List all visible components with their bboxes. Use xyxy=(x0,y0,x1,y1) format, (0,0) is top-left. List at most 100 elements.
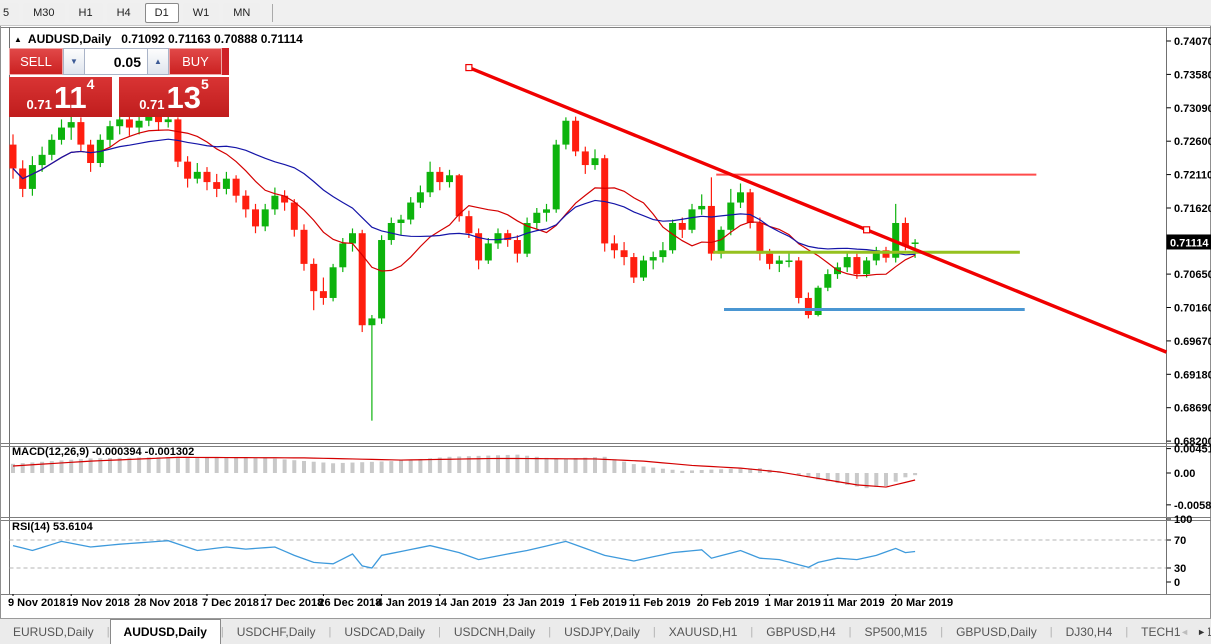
timeframe-button-d1[interactable]: D1 xyxy=(144,2,179,23)
candle-body xyxy=(572,120,580,152)
candle-body xyxy=(9,144,17,169)
volume-increase-button[interactable]: ▲ xyxy=(147,48,169,75)
tab-dj30-h4[interactable]: DJ30,H4 xyxy=(1065,624,1113,639)
candle-body xyxy=(213,182,221,189)
candle-body xyxy=(659,250,667,258)
candle-body xyxy=(707,205,715,254)
candle-body xyxy=(640,260,647,278)
sell-price-prefix: 0.71 xyxy=(26,96,52,112)
tab-scroll-left-icon[interactable]: ◄ xyxy=(1180,627,1190,637)
volume-input[interactable]: 0.05 xyxy=(85,48,147,75)
tab-gbpusd-h4[interactable]: GBPUSD,H4 xyxy=(766,624,836,639)
macd-tick-label: -0.005899 xyxy=(1174,500,1211,512)
candle-body xyxy=(203,171,211,183)
price-tick-label: 0.70650 xyxy=(1174,269,1211,281)
time-axis-label: 20 Feb 2019 xyxy=(696,597,760,609)
timeframe-button-h1[interactable]: H1 xyxy=(68,2,103,23)
one-click-trade-panel: SELL ▼ 0.05 ▲ BUY 0.71 11 4 0.71 13 5 xyxy=(9,48,229,117)
macd-signal-line xyxy=(12,456,916,488)
candle-body xyxy=(135,120,143,128)
candle-body xyxy=(261,209,269,227)
price-tick-label: 0.69670 xyxy=(1174,336,1211,348)
tab-usdchf-daily[interactable]: USDCHF,Daily xyxy=(236,624,316,639)
candle-body xyxy=(329,267,337,298)
volume-decrease-button[interactable]: ▼ xyxy=(63,48,85,75)
candle-body xyxy=(620,250,628,258)
tab-divider: | xyxy=(750,625,754,638)
candle-body xyxy=(436,171,444,183)
candle-body xyxy=(426,171,434,193)
tab-eurusd-daily[interactable]: EURUSD,Daily xyxy=(13,624,94,639)
tab-xauusd-h1[interactable]: XAUUSD,H1 xyxy=(668,624,738,639)
candle-body xyxy=(814,287,822,316)
time-axis-label: 23 Jan 2019 xyxy=(502,597,565,609)
candle-body xyxy=(649,257,657,261)
candle-body xyxy=(368,318,376,326)
tab-divider: | xyxy=(848,625,852,638)
buy-price-prefix: 0.71 xyxy=(139,96,165,112)
sell-button[interactable]: SELL xyxy=(9,48,63,75)
current-price-tag xyxy=(1166,234,1211,250)
candle-body xyxy=(591,158,599,166)
candle-body xyxy=(678,222,686,230)
buy-price[interactable]: 0.71 13 5 xyxy=(119,76,229,117)
collapse-icon[interactable]: ▲ xyxy=(14,35,22,44)
macd-tick-label: 0.00 xyxy=(1174,468,1195,480)
time-axis-label: 28 Nov 2018 xyxy=(134,597,198,609)
sell-price[interactable]: 0.71 11 4 xyxy=(9,76,112,117)
chart-ohlc-values: 0.71092 0.71163 0.70888 0.71114 xyxy=(121,32,303,46)
candle-body xyxy=(67,122,75,128)
chart-title-row: ▲ AUDUSD,Daily 0.71092 0.71163 0.70888 0.7… xyxy=(14,32,303,46)
timeframe-button-w1[interactable]: W1 xyxy=(182,2,220,23)
price-tick-label: 0.72110 xyxy=(1174,170,1211,182)
price-tick-label: 0.71620 xyxy=(1174,203,1211,215)
candle-body xyxy=(164,119,172,123)
candle-body xyxy=(387,222,395,241)
price-chart-canvas[interactable]: 0.74070 0.73580 0.73090 0.72600 0.72110 0.716… xyxy=(1,26,1211,596)
time-axis-label: 20 Mar 2019 xyxy=(890,597,954,609)
time-axis-label: 1 Mar 2019 xyxy=(764,597,821,609)
trendline-anchor-marker[interactable] xyxy=(465,63,473,72)
tab-divider: | xyxy=(940,625,944,638)
price-tick-label: 0.74070 xyxy=(1174,36,1211,48)
rsi-tick-label: 0 xyxy=(1174,577,1180,589)
candle-body xyxy=(562,120,570,145)
timeframe-button-m30[interactable]: M30 xyxy=(23,2,65,23)
candle-body xyxy=(116,119,124,127)
tab-usdjpy-daily[interactable]: USDJPY,Daily xyxy=(564,624,640,639)
tab-audusd-daily[interactable]: AUDUSD,Daily xyxy=(109,619,221,644)
price-tick-label: 0.68200 xyxy=(1174,436,1211,448)
timeframe-button-mn[interactable]: MN xyxy=(223,2,261,23)
tab-usdcad-daily[interactable]: USDCAD,Daily xyxy=(344,624,425,639)
rsi-tick-label: 70 xyxy=(1174,535,1186,547)
candle-body xyxy=(863,260,871,275)
candle-body xyxy=(630,257,638,278)
rsi-tick-label: 100 xyxy=(1174,514,1192,526)
candle-body xyxy=(737,192,744,203)
tab-scroll-right-icon[interactable]: ► xyxy=(1197,627,1206,637)
candle-body xyxy=(125,119,133,128)
candle-body xyxy=(290,202,298,230)
rsi-tick-label: 30 xyxy=(1174,563,1186,575)
macd-indicator-label: MACD(12,26,9) -0.000394 -0.001302 xyxy=(12,446,195,458)
buy-button[interactable]: BUY xyxy=(169,48,222,75)
timeframe-button-h4[interactable]: H4 xyxy=(106,2,141,23)
tab-divider: | xyxy=(548,625,552,638)
candle-body xyxy=(339,243,347,268)
time-axis-label: 9 Nov 2018 xyxy=(8,597,66,609)
time-axis-label: 19 Nov 2018 xyxy=(66,597,130,609)
timeframe-button-5[interactable]: 5 xyxy=(0,2,20,23)
trade-prices-row: 0.71 11 4 0.71 13 5 xyxy=(9,76,229,117)
chart-window[interactable]: 0.74070 0.73580 0.73090 0.72600 0.72110 0.716… xyxy=(0,26,1211,618)
candle-body xyxy=(698,205,706,210)
candle-body xyxy=(504,233,512,241)
trendline-anchor-marker[interactable] xyxy=(862,226,871,234)
tab-sp500-m15[interactable]: SP500,M15 xyxy=(864,624,928,639)
tab-usdcnh-daily[interactable]: USDCNH,Daily xyxy=(453,624,536,639)
candle-body xyxy=(77,122,85,145)
candle-body xyxy=(397,219,405,223)
macd-tick-label: 0.004517 xyxy=(1174,444,1211,456)
candle-body xyxy=(756,222,764,254)
tab-gbpusd-daily[interactable]: GBPUSD,Daily xyxy=(956,624,1037,639)
